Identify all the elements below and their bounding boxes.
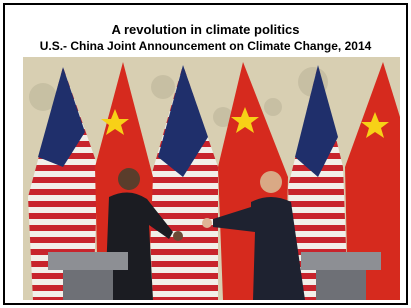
photo [23,57,400,300]
slide-subtitle: U.S.- China Joint Announcement on Climat… [5,39,406,53]
slide-title: A revolution in climate politics [5,22,406,37]
slide: A revolution in climate politics U.S.- C… [3,3,408,305]
